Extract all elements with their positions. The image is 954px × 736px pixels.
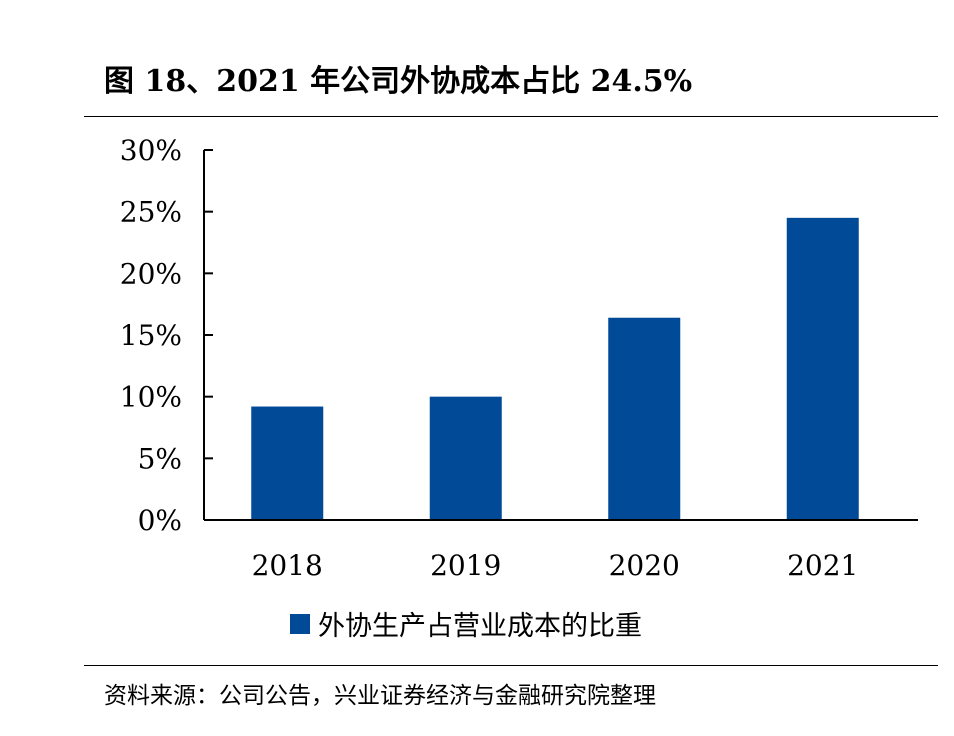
legend: 外协生产占营业成本的比重: [290, 604, 642, 643]
x-tick-label: 2019: [430, 549, 501, 582]
y-tick-label: 20%: [120, 257, 182, 290]
bar-2020: [608, 317, 681, 520]
y-tick-label: 30%: [120, 134, 182, 167]
x-tick-label: 2018: [252, 549, 323, 582]
x-tick-label: 2020: [609, 549, 680, 582]
figure-title: 图 18、2021 年公司外协成本占比 24.5%: [104, 64, 693, 99]
bar-chart: 0% 5% 10% 15% 20% 25% 30% 2018 2019 2020 2021: [120, 134, 918, 582]
legend-swatch: [290, 613, 310, 634]
source-note: 资料来源：公司公告，兴业证券经济与金融研究院整理: [104, 683, 656, 709]
y-tick-label: 5%: [138, 442, 182, 475]
y-tick-label: 15%: [120, 319, 182, 352]
x-tick-label: 2021: [787, 549, 858, 582]
bar-2021: [786, 217, 859, 521]
y-tick-label: 25%: [120, 196, 182, 229]
y-tick-label: 10%: [120, 381, 182, 414]
y-tick-label: 0%: [138, 504, 182, 537]
legend-label: 外协生产占营业成本的比重: [318, 611, 642, 642]
top-rule: [84, 116, 938, 117]
y-axis-ticks: 0% 5% 10% 15% 20% 25% 30%: [120, 134, 213, 537]
bar-2018: [251, 406, 324, 520]
x-axis-labels: 2018 2019 2020 2021: [252, 549, 859, 582]
bars: [251, 217, 859, 521]
bottom-rule: [84, 665, 938, 666]
bar-2019: [429, 396, 502, 520]
